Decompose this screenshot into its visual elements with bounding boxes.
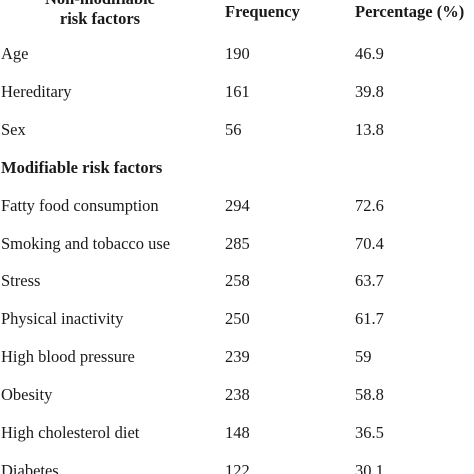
header-frequency: Frequency bbox=[225, 2, 300, 21]
risk-factor-cell: Physical inactivity bbox=[1, 309, 124, 329]
risk-factor-cell: Smoking and tobacco use bbox=[1, 233, 171, 253]
frequency-cell: 122 bbox=[225, 460, 250, 474]
frequency-cell: 161 bbox=[225, 81, 250, 101]
percentage-cell: 36.5 bbox=[355, 423, 384, 442]
table-row: Hereditary 161 39.8 bbox=[0, 80, 474, 104]
risk-factor-cell: Sex bbox=[1, 119, 26, 139]
percentage-cell: 59 bbox=[355, 347, 372, 367]
header-percentage: Percentage (%) bbox=[355, 2, 465, 21]
frequency-cell: 250 bbox=[225, 309, 250, 329]
table-row: Stress 258 63.7 bbox=[0, 269, 474, 293]
frequency-cell: 190 bbox=[225, 44, 250, 63]
frequency-cell: 238 bbox=[225, 385, 250, 405]
table-header: Non-modifiable risk factors Frequency Pe… bbox=[0, 0, 474, 40]
header-risk-factors-line2: risk factors bbox=[59, 9, 141, 28]
table-row: Sex 56 13.8 bbox=[0, 118, 474, 142]
frequency-cell: 294 bbox=[225, 195, 250, 215]
table-row: Smoking and tobacco use 285 70.4 bbox=[0, 232, 474, 256]
risk-factor-cell: Diabetes bbox=[1, 460, 59, 474]
percentage-cell: 30.1 bbox=[355, 460, 384, 474]
percentage-cell: 63.7 bbox=[355, 271, 384, 291]
header-risk-factors: Non-modifiable risk factors bbox=[0, 0, 200, 29]
table-row: High blood pressure 239 59 bbox=[0, 345, 474, 369]
section-heading: Modifiable risk factors bbox=[1, 157, 163, 177]
frequency-cell: 56 bbox=[225, 119, 242, 139]
percentage-cell: 46.9 bbox=[355, 44, 384, 63]
frequency-cell: 285 bbox=[225, 233, 250, 253]
percentage-cell: 70.4 bbox=[355, 233, 384, 253]
risk-factor-cell: Fatty food consumption bbox=[1, 195, 159, 215]
percentage-cell: 39.8 bbox=[355, 81, 384, 101]
risk-factor-cell: Hereditary bbox=[1, 81, 72, 101]
table-row: Diabetes 122 30.1 bbox=[0, 459, 474, 474]
table-row: Physical inactivity 250 61.7 bbox=[0, 307, 474, 331]
table-row: Age 190 46.9 bbox=[0, 42, 474, 66]
risk-factor-cell: Obesity bbox=[1, 385, 53, 405]
table-row: Obesity 238 58.8 bbox=[0, 383, 474, 407]
risk-factor-cell: Stress bbox=[1, 271, 41, 291]
risk-factor-cell: High cholesterol diet bbox=[1, 423, 140, 442]
table-row: Fatty food consumption 294 72.6 bbox=[0, 194, 474, 218]
percentage-cell: 58.8 bbox=[355, 385, 384, 405]
percentage-cell: 61.7 bbox=[355, 309, 384, 329]
header-risk-factors-line1: Non-modifiable bbox=[0, 0, 200, 9]
section-heading-row: Modifiable risk factors bbox=[0, 156, 474, 180]
risk-factor-cell: Age bbox=[1, 44, 29, 63]
frequency-cell: 258 bbox=[225, 271, 250, 291]
frequency-cell: 239 bbox=[225, 347, 250, 367]
frequency-cell: 148 bbox=[225, 423, 250, 442]
percentage-cell: 13.8 bbox=[355, 119, 384, 139]
table-row: High cholesterol diet 148 36.5 bbox=[0, 421, 474, 445]
risk-factor-cell: High blood pressure bbox=[1, 347, 135, 367]
percentage-cell: 72.6 bbox=[355, 195, 384, 215]
